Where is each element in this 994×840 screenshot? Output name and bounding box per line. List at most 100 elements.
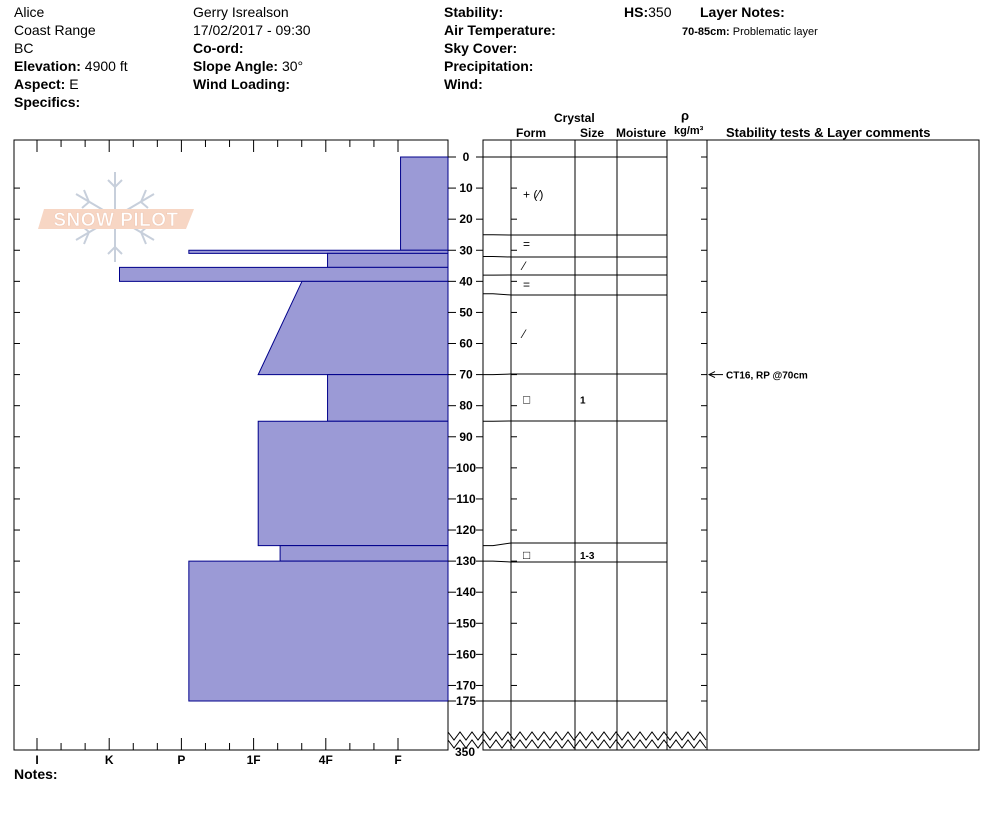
grain-form-symbol: = (523, 237, 530, 251)
depth-label: 0 (463, 150, 470, 164)
hardness-bar (327, 374, 449, 422)
hardness-bars (119, 156, 449, 702)
depth-bottom-label: 350 (455, 745, 475, 759)
layer-connector (483, 373, 512, 376)
depth-label: 175 (456, 694, 476, 708)
stability-panel-frame (706, 139, 980, 751)
layer-connector (483, 255, 512, 258)
elevation-value: 4900 ft (84, 58, 128, 74)
aspect-label: Aspect: (14, 76, 66, 92)
hardness-bar (257, 420, 449, 547)
grain-form-symbol: □ (523, 548, 530, 562)
observation-datetime: 17/02/2017 - 09:30 (193, 22, 311, 38)
grain-form-symbol: ⁄ (520, 259, 527, 273)
observer-name: Alice (14, 4, 45, 20)
hardness-bar (188, 249, 449, 254)
layer-connector (483, 293, 512, 296)
logo-band (38, 209, 194, 229)
stability-tests: CT16, RP @70cm (707, 371, 808, 382)
form-header: Form (516, 126, 546, 140)
depth-label: 100 (456, 461, 476, 475)
precipitation-label: Precipitation: (444, 58, 534, 74)
hs-label: HS: (624, 4, 649, 20)
specifics-label: Specifics: (14, 94, 81, 110)
hardness-label: 1F (247, 753, 261, 767)
depth-label: 20 (459, 212, 473, 226)
layer-note: 70-85cm: Problematic layer (682, 24, 818, 40)
elevation-label: Elevation: (14, 58, 81, 74)
logo-text: SNOW PILOT (53, 210, 178, 231)
grain-size-value: 1-3 (580, 551, 595, 562)
layer-notes-label: Layer Notes: (700, 4, 785, 20)
depth-label: 160 (456, 647, 476, 661)
snowpilot-logo: SNOW PILOT (38, 172, 194, 262)
depth-break-marker (447, 731, 707, 749)
hardness-label: P (177, 753, 185, 767)
province: BC (14, 40, 34, 56)
coord-label: Co-ord: (193, 40, 244, 56)
depth-label: 170 (456, 678, 476, 692)
air-temp-label: Air Temperature: (444, 22, 556, 38)
break-zigzag-line (447, 731, 707, 741)
sky-cover-label: Sky Cover: (444, 40, 518, 56)
layer-note-text: Problematic layer (732, 26, 818, 38)
layer-rows (483, 156, 667, 702)
moisture-header: Moisture (616, 126, 667, 140)
notes-label: Notes: (14, 766, 58, 782)
hardness-bar (400, 156, 449, 251)
author-name: Gerry Isrealson (193, 4, 289, 20)
depth-label: 80 (459, 399, 473, 413)
depth-label: 70 (459, 368, 473, 382)
grain-forms: + (⁄) = ⁄ = ⁄ □ 1 □ 1-3 (520, 187, 595, 562)
grain-form-symbol: + (⁄) (523, 187, 543, 201)
depth-label: 60 (459, 337, 473, 351)
wind-loading-label: Wind Loading: (193, 76, 291, 92)
depth-label: 130 (456, 554, 476, 568)
mountain-range: Coast Range (14, 22, 96, 38)
hardness-label: I (35, 753, 38, 767)
hardness-label: K (105, 753, 114, 767)
depth-label: 40 (459, 274, 473, 288)
stability-label: Stability: (444, 4, 504, 20)
layer-note-range: 70-85cm: (682, 26, 730, 38)
aspect-field: Aspect: E (14, 76, 79, 92)
hs-field: HS:350 (624, 4, 671, 20)
elevation-field: Elevation: 4900 ft (14, 58, 128, 74)
slope-field: Slope Angle: 30° (193, 58, 303, 74)
hardness-bar (119, 266, 449, 282)
crystal-table-frame (482, 139, 708, 751)
grain-form-symbol: □ (523, 392, 530, 406)
hs-value: 350 (648, 4, 672, 20)
hardness-bar (327, 252, 449, 268)
layer-connector (483, 542, 512, 547)
slope-value: 30° (281, 58, 304, 74)
aspect-value: E (69, 76, 79, 92)
depth-label: 10 (459, 181, 473, 195)
depth-label: 90 (459, 430, 473, 444)
density-symbol: ρ (681, 108, 690, 123)
hardness-bar (188, 560, 449, 702)
depth-label: 30 (459, 243, 473, 257)
hardness-ticks: I K P 1F 4F F (14, 140, 402, 767)
crystal-header: Crystal (554, 111, 595, 125)
hardness-bar (279, 545, 449, 562)
depth-label: 150 (456, 616, 476, 630)
density-unit: kg/m³ (674, 125, 704, 137)
depth-label: 120 (456, 523, 476, 537)
hardness-bar (257, 280, 449, 376)
grain-form-symbol: ⁄ (520, 327, 527, 341)
break-zigzag-line (447, 739, 707, 749)
wind-label: Wind: (444, 76, 483, 92)
stability-test-text: CT16, RP @70cm (726, 371, 808, 382)
depth-label: 140 (456, 585, 476, 599)
hardness-label: F (394, 753, 401, 767)
size-header: Size (580, 126, 605, 140)
stability-tests-header: Stability tests & Layer comments (726, 125, 931, 140)
depth-axis: 0 10 20 30 40 50 60 70 80 90 100 110 120 130 140 150 160… (448, 150, 707, 708)
depth-label: 50 (459, 305, 473, 319)
depth-label: 110 (456, 492, 476, 506)
grain-form-symbol: = (523, 277, 530, 291)
hardness-label: 4F (319, 753, 333, 767)
crystal-table (482, 139, 708, 751)
